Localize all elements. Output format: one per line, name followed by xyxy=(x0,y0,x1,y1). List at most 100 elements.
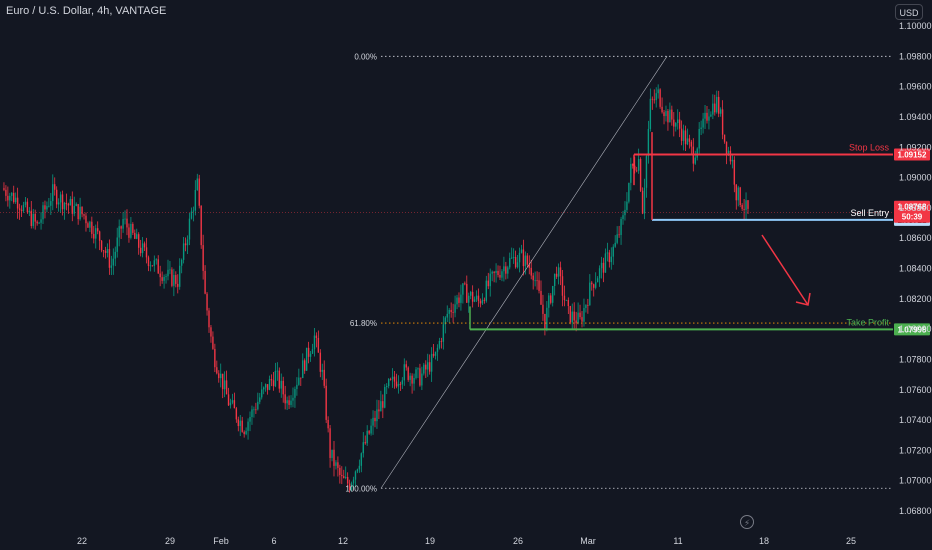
candle-body xyxy=(688,138,691,142)
candle-body xyxy=(559,267,562,277)
candle-body xyxy=(606,252,609,254)
candle-body xyxy=(700,127,702,129)
candle-body xyxy=(473,299,476,302)
candle-body xyxy=(733,159,736,185)
candle-body xyxy=(171,269,173,286)
candle-body xyxy=(282,380,284,395)
candle-body xyxy=(132,223,134,233)
time-tick-label: 29 xyxy=(165,536,175,546)
level-price-tag-text: 1.07998 xyxy=(898,325,927,334)
lightning-icon[interactable]: ⚡ xyxy=(740,515,754,529)
candle-body xyxy=(428,362,431,372)
candle-body xyxy=(608,252,611,263)
candle-body xyxy=(323,369,325,386)
price-axis: 1.10000 1.09800 1.09600 1.09400 1.09200 1.090… xyxy=(899,21,932,516)
candle-body xyxy=(67,204,70,206)
candle-body xyxy=(102,250,105,252)
candle-body xyxy=(557,267,560,277)
candle-body xyxy=(7,195,9,201)
price-tick-label: 1.07000 xyxy=(899,476,932,486)
candle-body xyxy=(268,379,271,390)
candle-body xyxy=(366,430,368,444)
candle-body xyxy=(153,260,156,266)
candle-body xyxy=(77,204,79,220)
currency-button[interactable]: USD xyxy=(895,4,923,20)
candle-body xyxy=(69,198,72,206)
level-label: Take Profit xyxy=(846,317,889,327)
candle-body xyxy=(440,340,443,342)
candle-body xyxy=(134,232,136,239)
time-tick-label: 22 xyxy=(77,536,87,546)
candle-body xyxy=(317,338,320,353)
candle-body xyxy=(284,394,286,404)
candle-body xyxy=(175,275,177,284)
candle-body xyxy=(548,295,550,308)
candle-body xyxy=(546,307,548,330)
candle-body xyxy=(635,170,638,172)
candle-body xyxy=(28,210,31,213)
candle-body xyxy=(444,317,447,325)
candle-body xyxy=(491,271,493,274)
candle-body xyxy=(155,259,157,261)
candle-body xyxy=(218,373,220,379)
candle-body xyxy=(307,347,310,357)
candle-body xyxy=(561,276,564,296)
candle-body xyxy=(206,293,208,311)
candle-body xyxy=(542,304,544,314)
candle-body xyxy=(475,295,478,300)
time-tick-label: 11 xyxy=(673,536,682,546)
candle-body xyxy=(57,202,60,205)
candle-body xyxy=(495,270,497,273)
candle-body xyxy=(511,257,513,259)
candle-body xyxy=(698,128,700,149)
candle-body xyxy=(503,266,505,272)
candle-body xyxy=(243,431,245,435)
candle-body xyxy=(690,141,693,147)
candle-body xyxy=(315,335,318,339)
candle-body xyxy=(288,400,290,405)
candle-body xyxy=(643,187,646,214)
candle-body xyxy=(3,188,5,190)
candle-body xyxy=(128,227,130,238)
candle-body xyxy=(483,299,486,301)
candle-body xyxy=(173,275,175,286)
candle-body xyxy=(403,364,405,381)
candle-body xyxy=(253,409,255,411)
price-tick-label: 1.10000 xyxy=(899,21,932,31)
price-tick-label: 1.09200 xyxy=(899,142,932,152)
candle-body xyxy=(593,284,595,288)
candle-body xyxy=(401,380,404,385)
candle-body xyxy=(305,347,308,371)
candle-body xyxy=(159,273,161,278)
price-tick-label: 1.07200 xyxy=(899,445,932,455)
candle-body xyxy=(659,89,661,107)
candle-body xyxy=(180,259,183,266)
candle-body xyxy=(40,219,42,223)
candle-body xyxy=(38,222,40,224)
candle-body xyxy=(149,265,152,267)
candle-body xyxy=(36,221,38,224)
candle-body xyxy=(411,375,413,384)
candle-body xyxy=(514,257,517,268)
candle-body xyxy=(741,205,743,209)
candle-body xyxy=(157,259,159,274)
candle-body xyxy=(110,265,113,268)
candle-body xyxy=(141,243,144,254)
candle-body xyxy=(518,252,521,263)
price-tick-label: 1.07800 xyxy=(899,354,932,364)
candle-body xyxy=(65,202,68,205)
candle-body xyxy=(569,306,571,323)
candle-body xyxy=(434,351,437,356)
candle-body xyxy=(354,471,357,480)
candle-body xyxy=(626,201,628,210)
candle-body xyxy=(430,353,433,372)
candle-body xyxy=(415,369,417,378)
candle-body xyxy=(61,194,64,210)
candle-body xyxy=(436,347,439,352)
candle-body xyxy=(200,205,202,246)
candle-body xyxy=(382,401,384,408)
direction-arrow xyxy=(761,234,809,306)
candle-body xyxy=(262,387,265,390)
candle-body xyxy=(231,400,234,403)
